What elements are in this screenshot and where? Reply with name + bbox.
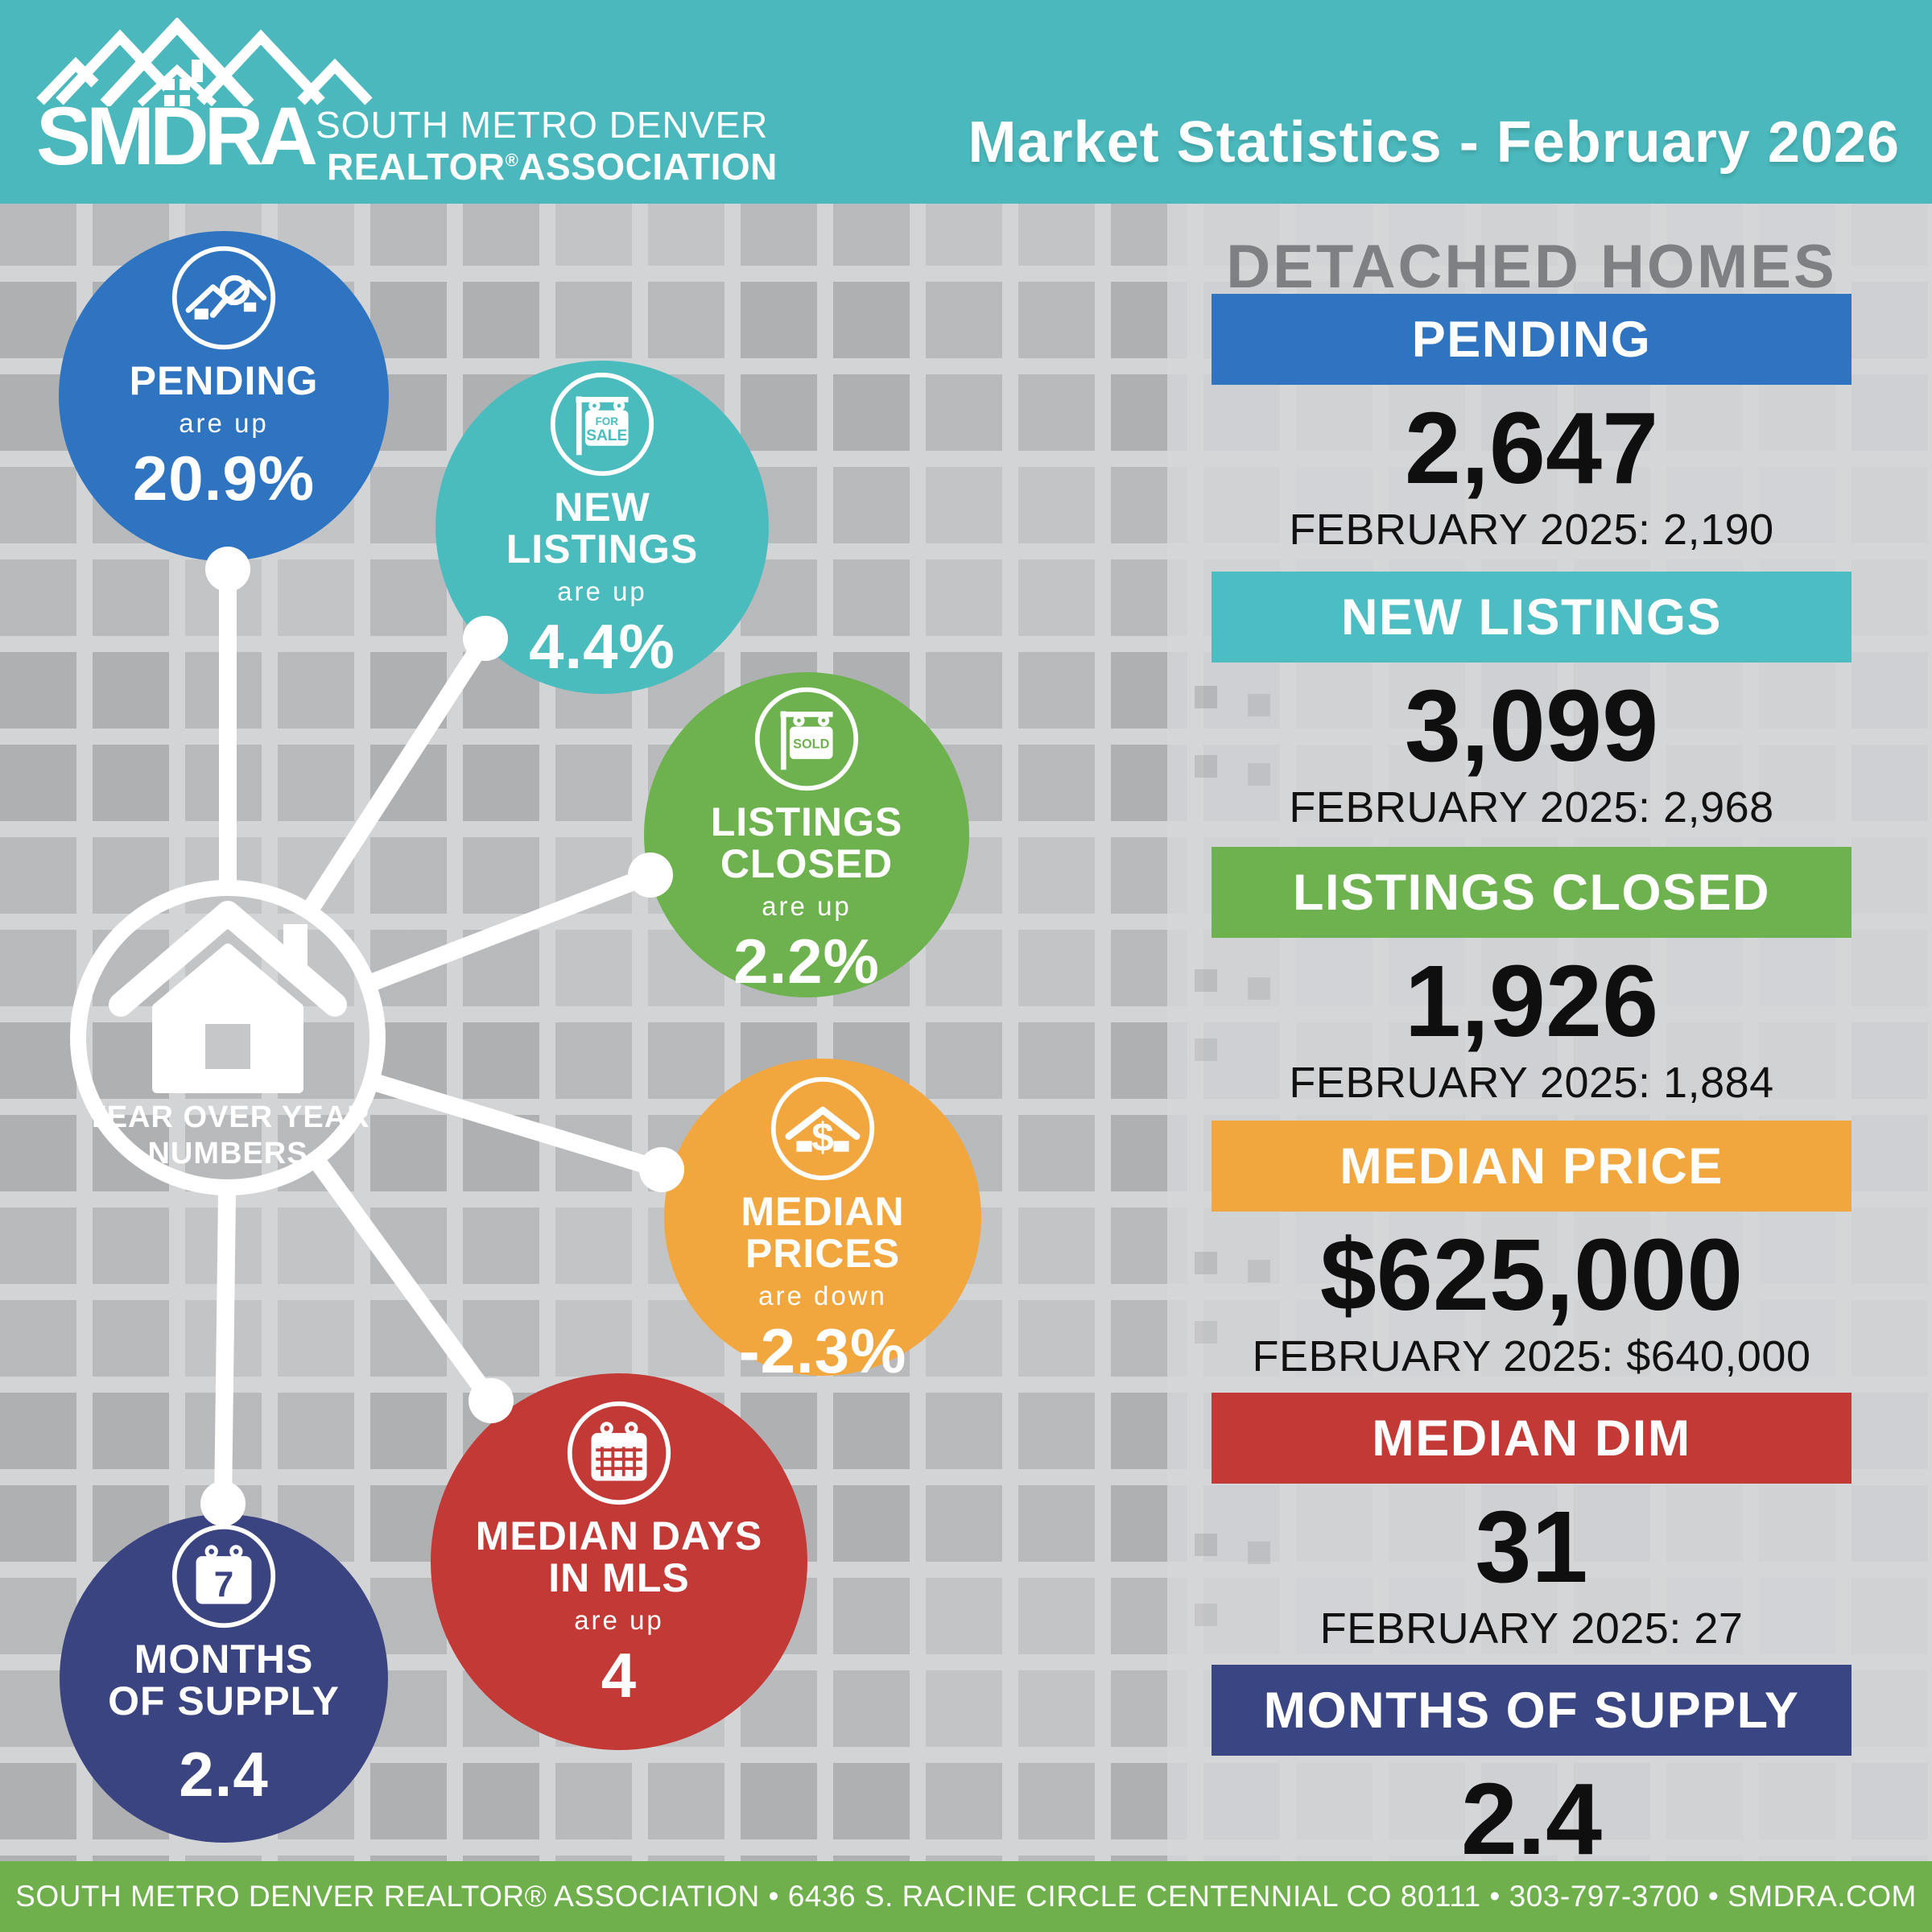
stat-section-months-of-supply: MONTHS OF SUPPLY 2.4 [1212, 1665, 1852, 1876]
bubble-label: MEDIAN [741, 1189, 905, 1234]
stat-bar-new-listings: NEW LISTINGS [1212, 572, 1852, 663]
house-icon [109, 901, 347, 1093]
stat-section-listings-closed: LISTINGS CLOSED 1,926 FEBRUARY 2025: 1,8… [1212, 847, 1852, 1108]
logo-subtitle-line1: SOUTH METRO DENVER [316, 104, 769, 146]
bubble-value: -2.3% [738, 1315, 907, 1386]
stat-previous-year: FEBRUARY 2025: 1,884 [1289, 1058, 1774, 1107]
stat-value: 2.4 [1460, 1762, 1603, 1876]
bubble-label: PRICES [745, 1231, 901, 1276]
center-label-line1: YEAR OVER YEAR [85, 1100, 370, 1134]
bubble-label: IN MLS [548, 1555, 690, 1600]
stat-bar-listings-closed: LISTINGS CLOSED [1212, 847, 1852, 938]
bubble-pending: PENDING are up 20.9% [59, 231, 389, 561]
calendar-icon [567, 1401, 671, 1505]
svg-text:SALE: SALE [586, 427, 627, 444]
stat-previous-year: FEBRUARY 2025: 2,968 [1289, 782, 1774, 832]
stat-previous-year: FEBRUARY 2025: 27 [1319, 1604, 1744, 1653]
center-ring-label: YEAR OVER YEAR NUMBERS [67, 1100, 389, 1172]
stat-previous-year: FEBRUARY 2025: $640,000 [1252, 1331, 1811, 1381]
logo-chimney [192, 60, 203, 82]
bubble-label: PENDING [129, 358, 319, 403]
calendar-7-icon: 7 [171, 1524, 276, 1629]
bubble-direction: are down [758, 1281, 887, 1311]
bubble-median-prices: $ MEDIAN PRICES are down -2.3% [664, 1059, 981, 1386]
bubble-new-listings: FOR SALE NEW LISTINGS are up 4.4% [436, 361, 769, 694]
house-magnifier-icon [171, 246, 276, 350]
logo-subtitle: SOUTH METRO DENVER REALTOR®ASSOCIATION [316, 106, 778, 185]
svg-text:SOLD: SOLD [793, 737, 829, 751]
bubble-label: MONTHS [134, 1637, 314, 1682]
stat-bar-pending: PENDING [1212, 294, 1852, 385]
stats-panel-background [1167, 204, 1932, 1861]
house-dollar-icon: $ [770, 1076, 875, 1181]
bubble-label: LISTINGS [506, 526, 699, 572]
panel-title: DETACHED HOMES [1226, 233, 1837, 301]
bubble-value: 2.2% [733, 926, 880, 997]
stat-bar-label: MEDIAN PRICE [1340, 1137, 1724, 1195]
bubble-direction: are up [574, 1605, 664, 1635]
bubble-label: NEW [554, 485, 650, 530]
bubble-median-days-in-mls: MEDIAN DAYS IN MLS are up 4 [431, 1373, 807, 1750]
stat-value: 2,647 [1404, 391, 1659, 505]
bubble-direction: are up [557, 576, 647, 606]
stat-value: 3,099 [1404, 669, 1659, 782]
stat-section-median-dim: MEDIAN DIM 31 FEBRUARY 2025: 27 [1212, 1393, 1852, 1653]
for-sale-sign-icon: FOR SALE [550, 372, 654, 477]
bubble-label: LISTINGS [710, 799, 903, 844]
svg-text:7: 7 [214, 1565, 233, 1604]
stat-bar-label: LISTINGS CLOSED [1292, 864, 1771, 921]
stat-bar-median-price: MEDIAN PRICE [1212, 1121, 1852, 1212]
stat-bar-label: MONTHS OF SUPPLY [1263, 1682, 1800, 1739]
bubble-months-of-supply: 7 MONTHS OF SUPPLY 2.4 [60, 1514, 388, 1843]
bubble-label: MEDIAN DAYS [475, 1513, 763, 1558]
stat-bar-median-dim: MEDIAN DIM [1212, 1393, 1852, 1484]
footer-band: SOUTH METRO DENVER REALTOR® ASSOCIATION … [0, 1861, 1932, 1932]
center-label-line2: NUMBERS [147, 1137, 308, 1170]
bubble-direction: are up [179, 408, 269, 438]
stat-bar-months-of-supply: MONTHS OF SUPPLY [1212, 1665, 1852, 1756]
footer-text: SOUTH METRO DENVER REALTOR® ASSOCIATION … [15, 1880, 1917, 1913]
stat-section-new-listings: NEW LISTINGS 3,099 FEBRUARY 2025: 2,968 [1212, 572, 1852, 832]
stat-section-pending: PENDING 2,647 FEBRUARY 2025: 2,190 [1212, 294, 1852, 555]
bubble-value: 4 [601, 1640, 638, 1711]
stat-value: 31 [1475, 1490, 1588, 1604]
bubble-label: CLOSED [720, 841, 894, 886]
stat-value: $625,000 [1319, 1218, 1744, 1331]
stat-value: 1,926 [1404, 944, 1659, 1058]
page-title: Market Statistics - February 2026 [968, 110, 1900, 175]
logo-subtitle-line2: REALTOR®ASSOCIATION [327, 146, 778, 188]
bubble-value: 2.4 [179, 1739, 269, 1810]
stat-section-median-price: MEDIAN PRICE $625,000 FEBRUARY 2025: $64… [1212, 1121, 1852, 1381]
decorative-squares [1195, 686, 1217, 708]
stat-bar-label: MEDIAN DIM [1372, 1410, 1691, 1467]
bubble-label: OF SUPPLY [108, 1678, 340, 1724]
bubble-value: 4.4% [529, 611, 675, 682]
smdra-mountains-logo-icon [36, 18, 373, 106]
bubble-value: 20.9% [132, 443, 316, 514]
stat-bar-label: PENDING [1411, 311, 1652, 368]
logo-acronym: SMDRA [36, 90, 318, 182]
stat-bar-label: NEW LISTINGS [1341, 588, 1722, 646]
bubble-listings-closed: SOLD LISTINGS CLOSED are up 2.2% [644, 672, 969, 997]
svg-text:$: $ [811, 1115, 834, 1160]
bubble-direction: are up [762, 891, 852, 921]
sold-sign-icon: SOLD [754, 687, 859, 791]
header-band: SMDRA SOUTH METRO DENVER REALTOR®ASSOCIA… [0, 0, 1932, 204]
svg-text:FOR: FOR [596, 415, 619, 427]
stat-previous-year: FEBRUARY 2025: 2,190 [1289, 505, 1774, 554]
